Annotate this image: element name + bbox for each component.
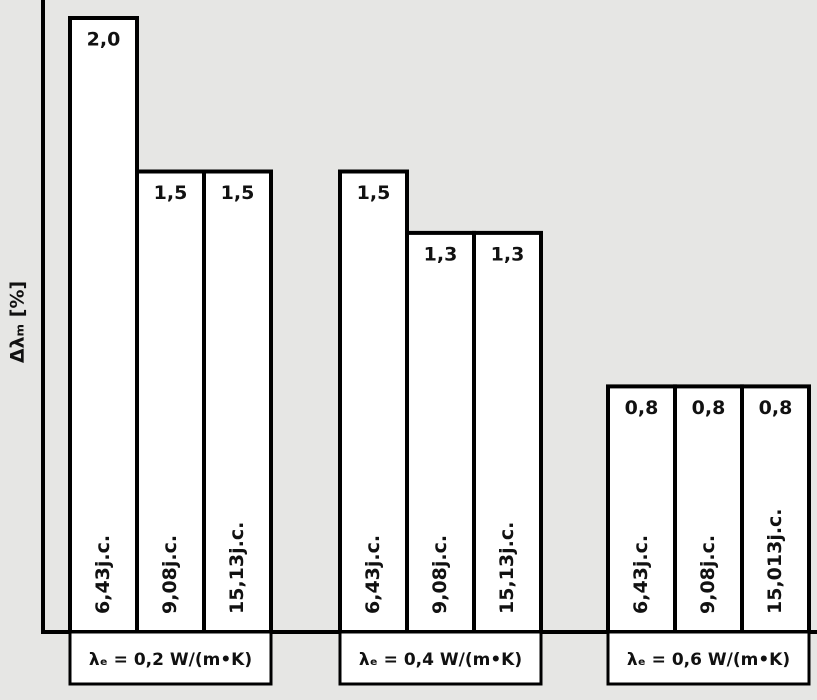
group-label: λₑ = 0,6 W/(m•K) <box>627 650 790 670</box>
value-label: 0,8 <box>625 397 659 419</box>
bar-label: 15,13j.c. <box>226 522 248 614</box>
value-label: 1,5 <box>221 182 255 204</box>
bar-label: 6,43j.c. <box>630 535 652 614</box>
bar-label: 9,08j.c. <box>697 535 719 614</box>
bar <box>740 384 811 634</box>
value-label: 1,3 <box>424 243 458 265</box>
bar-label: 15,13j.c. <box>496 522 518 614</box>
bar <box>472 230 543 634</box>
value-label: 1,5 <box>357 182 391 204</box>
bar <box>338 169 409 634</box>
bar-label: 6,43j.c. <box>362 535 384 614</box>
bar-label: 9,08j.c. <box>159 535 181 614</box>
value-label: 0,8 <box>759 397 793 419</box>
y-axis-label: Δλₘ [%] <box>7 281 29 363</box>
bar <box>202 169 273 634</box>
value-label: 0,8 <box>692 397 726 419</box>
group-label-box <box>68 630 273 686</box>
bar-label: 9,08j.c. <box>429 535 451 614</box>
group-label: λₑ = 0,4 W/(m•K) <box>359 650 522 670</box>
value-label: 1,5 <box>154 182 188 204</box>
value-label: 1,3 <box>491 243 525 265</box>
group-label-box <box>606 630 811 686</box>
bar-label: 15,013j.c. <box>764 508 786 614</box>
group-label: λₑ = 0,2 W/(m•K) <box>89 650 252 670</box>
value-label: 2,0 <box>87 29 121 51</box>
bar <box>606 384 677 634</box>
group-label-box <box>338 630 543 686</box>
bar-label: 6,43j.c. <box>92 535 114 614</box>
